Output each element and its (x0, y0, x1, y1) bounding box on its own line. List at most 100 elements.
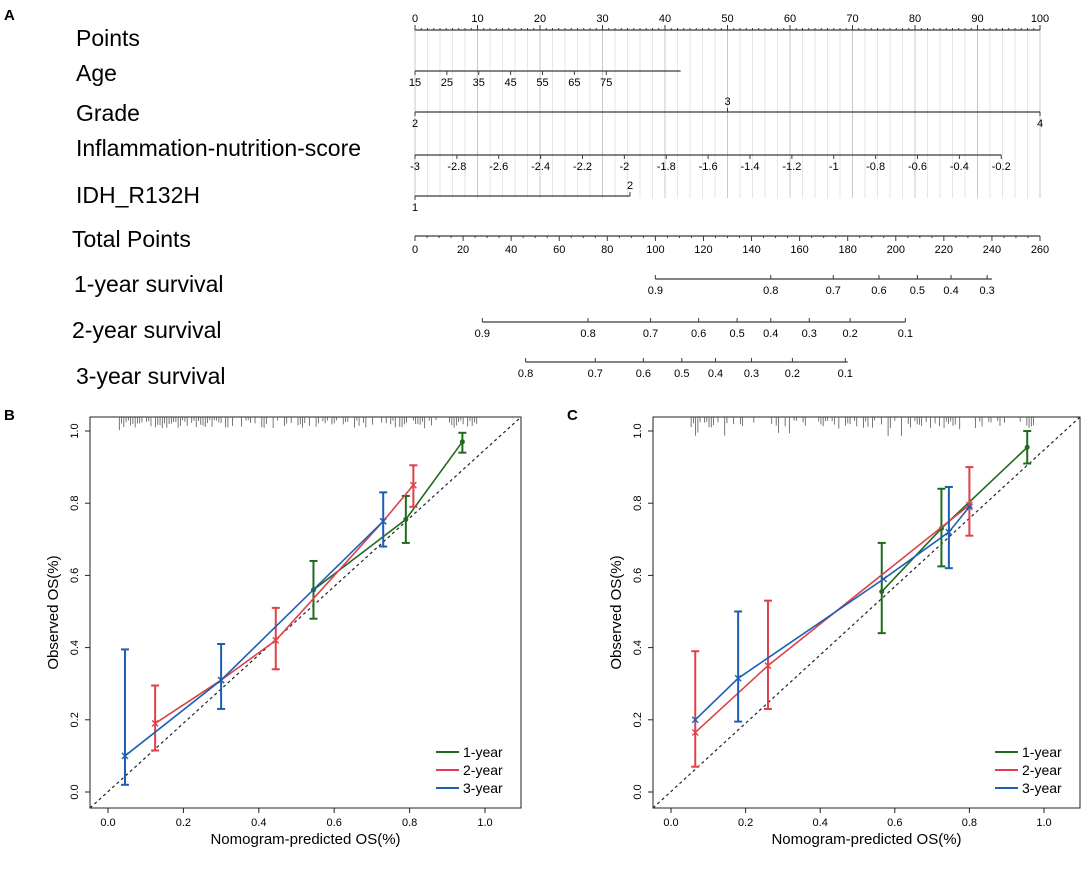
nomogram-tick-label: 180 (839, 244, 857, 256)
nomogram-row-label: Grade (76, 100, 140, 126)
y-axis-tick-label: 0.2 (69, 712, 81, 727)
nomogram-tick-label: 120 (694, 244, 712, 256)
legend-label: 1-year (463, 744, 503, 760)
nomogram-tick-label: 15 (409, 77, 421, 89)
nomogram-tick-label: 200 (887, 244, 905, 256)
y-axis-tick-label: 0.6 (632, 568, 644, 583)
data-point (151, 719, 159, 727)
calibration-plot-b: 0.0 0.2 0.4 0.6 0.8 1.0 0.0 0.2 0.4 0.6 0.8 1.0 Nomo… (45, 416, 522, 848)
x-axis-tick-label: 0.6 (887, 817, 902, 829)
nomogram-tick-label: 2 (627, 180, 633, 192)
nomogram-tick-label: -2.8 (447, 161, 466, 173)
nomogram-tick-label: 0 (412, 13, 418, 25)
nomogram-tick-label: 80 (909, 13, 921, 25)
nomogram-tick-label: 3 (724, 96, 730, 108)
y-axis-tick-label: 0.6 (69, 568, 81, 583)
nomogram-tick-label: 60 (784, 13, 796, 25)
data-point (764, 662, 772, 670)
x-axis-tick-label: 0.4 (813, 817, 828, 829)
nomogram-tick-label: -0.8 (866, 161, 885, 173)
panel-label-b: B (4, 407, 15, 424)
data-point (1024, 444, 1030, 450)
reference-diagonal (652, 416, 1081, 809)
nomogram-tick-label: 55 (536, 77, 548, 89)
y-axis-tick-label: 0.0 (69, 784, 81, 799)
nomogram-tick-label: 0.6 (636, 368, 651, 380)
y-axis-tick-label: 1.0 (632, 423, 644, 438)
nomogram-tick-label: -2.2 (573, 161, 592, 173)
nomogram-tick-label: -1.2 (782, 161, 801, 173)
nomogram-tick-label: 10 (471, 13, 483, 25)
data-point (217, 676, 225, 684)
nomogram-tick-label: 0.1 (838, 368, 853, 380)
nomogram-tick-label: 0.9 (475, 328, 490, 340)
nomogram-tick-label: 0.6 (871, 285, 886, 297)
data-point (880, 575, 888, 583)
nomogram-tick-label: 0.4 (943, 285, 958, 297)
data-point (945, 528, 953, 536)
x-axis-title: Nomogram-predicted OS(%) (771, 831, 961, 848)
nomogram-tick-label: -2.4 (531, 161, 550, 173)
nomogram-tick-label: 20 (534, 13, 546, 25)
nomogram-tick-label: 2 (412, 118, 418, 130)
nomogram-tick-label: 0.3 (744, 368, 759, 380)
nomogram-tick-label: 140 (742, 244, 760, 256)
nomogram-tick-label: 0.3 (802, 328, 817, 340)
data-point (691, 716, 699, 724)
nomogram-tick-label: 0.8 (518, 368, 533, 380)
y-axis-tick-label: 0.4 (69, 640, 81, 655)
nomogram-row-label: 2-year survival (72, 317, 222, 343)
nomogram-tick-label: -0.6 (908, 161, 927, 173)
data-point (272, 636, 280, 644)
nomogram-tick-label: -1.4 (741, 161, 760, 173)
nomogram-tick-label: 0.7 (588, 368, 603, 380)
nomogram-row-label: IDH_R132H (76, 182, 200, 208)
nomogram-tick-label: 40 (659, 13, 671, 25)
data-point (691, 728, 699, 736)
legend-label: 3-year (1022, 780, 1062, 796)
y-axis-tick-label: 0.0 (632, 784, 644, 799)
nomogram-tick-label: 0.2 (842, 328, 857, 340)
data-point (879, 589, 885, 595)
nomogram-tick-label: 50 (721, 13, 733, 25)
x-axis-tick-label: 0.2 (176, 817, 191, 829)
nomogram-tick-label: 100 (1031, 13, 1049, 25)
y-axis-tick-label: 0.8 (69, 496, 81, 511)
data-point (965, 503, 973, 511)
calibration-plot-c: 0.0 0.2 0.4 0.6 0.8 1.0 0.0 0.2 0.4 0.6 0.8 1.0 Nomo… (608, 416, 1081, 848)
nomogram-row-label: 1-year survival (74, 271, 224, 297)
y-axis-tick-label: 0.2 (632, 712, 644, 727)
nomogram-tick-label: 0.4 (708, 368, 723, 380)
y-axis-tick-label: 1.0 (69, 423, 81, 438)
nomogram-tick-label: 260 (1031, 244, 1049, 256)
nomogram-tick-label: -1.8 (657, 161, 676, 173)
nomogram-row-label: Total Points (72, 226, 191, 252)
y-axis-tick-label: 0.8 (632, 496, 644, 511)
nomogram-tick-label: -3 (410, 161, 420, 173)
legend-label: 3-year (463, 780, 503, 796)
data-point (734, 674, 742, 682)
panel-label-a: A (4, 7, 15, 24)
nomogram-tick-label: 45 (505, 77, 517, 89)
nomogram-tick-label: 0.4 (763, 328, 778, 340)
nomogram-tick-label: 35 (473, 77, 485, 89)
nomogram-tick-label: 65 (568, 77, 580, 89)
nomogram-row-label: Points (76, 25, 140, 51)
nomogram-tick-label: 220 (935, 244, 953, 256)
nomogram-tick-label: 0 (412, 244, 418, 256)
x-axis-tick-label: 1.0 (477, 817, 492, 829)
nomogram-tick-label: -1 (829, 161, 839, 173)
nomogram-tick-label: -2.6 (489, 161, 508, 173)
legend-label: 2-year (463, 762, 503, 778)
y-axis-title: Observed OS(%) (45, 555, 62, 669)
x-axis-tick-label: 0.2 (738, 817, 753, 829)
nomogram-tick-label: 0.3 (979, 285, 994, 297)
nomogram-tick-label: 20 (457, 244, 469, 256)
nomogram-tick-label: -1.6 (699, 161, 718, 173)
nomogram-tick-label: 0.5 (910, 285, 925, 297)
y-axis-tick-label: 0.4 (632, 640, 644, 655)
x-axis-tick-label: 0.8 (962, 817, 977, 829)
x-axis-title: Nomogram-predicted OS(%) (210, 831, 400, 848)
nomogram-tick-label: -2 (619, 161, 629, 173)
